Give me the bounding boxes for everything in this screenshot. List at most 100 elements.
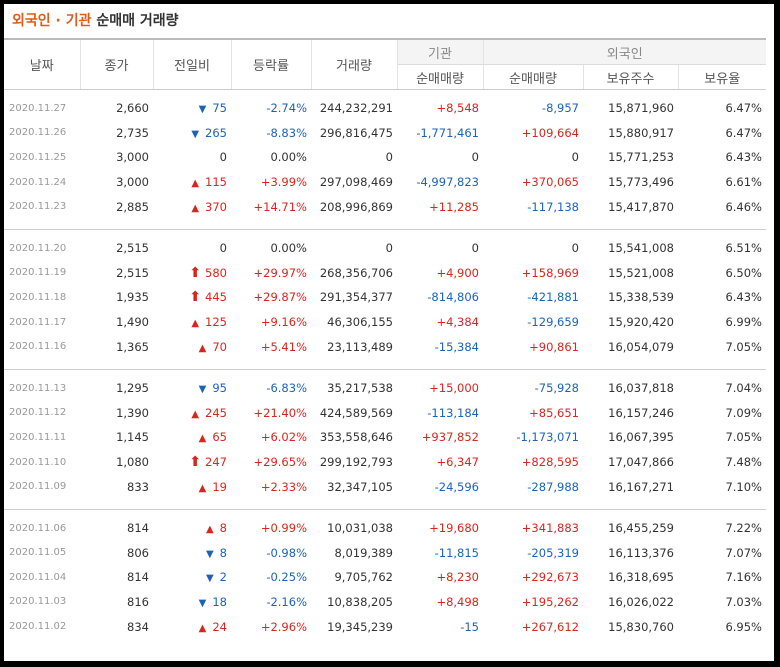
cell-close: 1,295 xyxy=(116,381,149,396)
cell-change: ▲ 24 xyxy=(153,614,231,639)
cell-inst-net: +8,498 xyxy=(436,594,479,609)
table-row: 2020.11.18 1,935 ⬆ 445 +29.87% 291,354,377 -81… xyxy=(4,285,766,310)
change-value: 70 xyxy=(212,339,227,354)
change-value: 265 xyxy=(205,125,227,140)
header-close[interactable]: 종가 xyxy=(80,38,154,90)
header-rate[interactable]: 등락률 xyxy=(231,38,312,90)
cell-inst-net: +8,548 xyxy=(436,101,479,116)
change-value: 95 xyxy=(212,381,227,396)
up-arrow-icon: ▲ xyxy=(198,482,207,494)
cell-rate: -0.25% xyxy=(266,570,307,585)
down-arrow-icon: ▼ xyxy=(198,384,207,396)
header-date[interactable]: 날짜 xyxy=(4,38,81,90)
cell-foreign-net: -205,319 xyxy=(527,545,579,560)
cell-rate: +2.96% xyxy=(260,619,307,634)
cell-ratio: 6.47% xyxy=(725,101,762,116)
header-foreign-group: 외국인 xyxy=(483,38,766,65)
table-row: 2020.11.11 1,145 ▲ 65 +6.02% 353,558,646 +937,… xyxy=(4,425,766,450)
cell-date: 2020.11.16 xyxy=(9,341,67,353)
cell-ratio: 7.07% xyxy=(725,545,762,560)
cell-volume: 0 xyxy=(385,241,393,256)
cell-change: ▲ 19 xyxy=(153,474,231,499)
change-value: 8 xyxy=(219,545,227,560)
cell-inst-net: -113,184 xyxy=(427,405,479,420)
header-volume[interactable]: 거래량 xyxy=(311,38,398,90)
change-value: 0 xyxy=(219,241,227,256)
cell-inst-net: -11,815 xyxy=(434,545,479,560)
cell-close: 814 xyxy=(127,570,149,585)
cell-ratio: 6.51% xyxy=(725,241,762,256)
cell-holdings: 15,417,870 xyxy=(608,199,674,214)
cell-foreign-net: 0 xyxy=(571,241,579,256)
cell-close: 834 xyxy=(127,619,149,634)
cell-close: 1,935 xyxy=(116,290,149,305)
header-inst-net[interactable]: 순매매량 xyxy=(397,64,484,90)
table-row: 2020.11.02 834 ▲ 24 +2.96% 19,345,239 -15 +267,… xyxy=(4,614,766,639)
change-value: 445 xyxy=(205,290,227,305)
cell-volume: 299,192,793 xyxy=(319,455,393,470)
cell-volume: 0 xyxy=(385,150,393,165)
title-sub: 순매매 거래량 xyxy=(96,13,179,29)
cell-inst-net: +937,852 xyxy=(421,430,479,445)
cell-date: 2020.11.05 xyxy=(9,547,67,559)
cell-volume: 10,838,205 xyxy=(327,594,393,609)
cell-change: ▲ 370 xyxy=(153,194,231,219)
header-inst-group: 기관 xyxy=(397,38,484,65)
cell-rate: -0.98% xyxy=(266,545,307,560)
cell-foreign-net: 0 xyxy=(571,150,579,165)
cell-holdings: 15,771,253 xyxy=(608,150,674,165)
cell-change: ⬆ 247 xyxy=(153,450,231,475)
cell-date: 2020.11.13 xyxy=(9,382,67,394)
cell-holdings: 16,167,271 xyxy=(608,479,674,494)
change-value: 370 xyxy=(205,199,227,214)
cell-ratio: 7.48% xyxy=(725,455,762,470)
cell-volume: 297,098,469 xyxy=(319,175,393,190)
cell-holdings: 16,455,259 xyxy=(608,521,674,536)
cell-holdings: 15,773,496 xyxy=(608,175,674,190)
header-ratio[interactable]: 보유율 xyxy=(678,64,766,90)
cell-ratio: 6.47% xyxy=(725,125,762,140)
header-holdings[interactable]: 보유주수 xyxy=(583,64,679,90)
table-row: 2020.11.10 1,080 ⬆ 247 +29.65% 299,192,793 +6,… xyxy=(4,450,766,475)
cell-holdings: 16,157,246 xyxy=(608,405,674,420)
cell-date: 2020.11.11 xyxy=(9,431,67,443)
cell-foreign-net: +828,595 xyxy=(521,455,579,470)
cell-close: 816 xyxy=(127,594,149,609)
cell-inst-net: -15 xyxy=(460,619,479,634)
trading-panel: 외국인 · 기관 순매매 거래량 날짜 종가 전일비 등락률 거래량 기관 외국… xyxy=(4,4,774,661)
change-value: 75 xyxy=(212,101,227,116)
change-value: 19 xyxy=(212,479,227,494)
change-value: 0 xyxy=(219,150,227,165)
cell-foreign-net: +370,065 xyxy=(521,175,579,190)
change-value: 18 xyxy=(212,594,227,609)
change-value: 65 xyxy=(212,430,227,445)
table-row: 2020.11.06 814 ▲ 8 +0.99% 10,031,038 +19,680 +3… xyxy=(4,516,766,541)
table-row: 2020.11.27 2,660 ▼ 75 -2.74% 244,232,291 +8,54… xyxy=(4,96,766,121)
cell-ratio: 7.03% xyxy=(725,594,762,609)
cell-foreign-net: -129,659 xyxy=(527,315,579,330)
header-foreign-net[interactable]: 순매매량 xyxy=(483,64,584,90)
cell-rate: 0.00% xyxy=(270,150,307,165)
table-row: 2020.11.25 3,000 0 0.00% 0 0 0 15,771,253 6.43% xyxy=(4,145,766,170)
cell-inst-net: +19,680 xyxy=(429,521,479,536)
cell-rate: -2.16% xyxy=(266,594,307,609)
cell-foreign-net: -1,173,071 xyxy=(516,430,579,445)
cell-holdings: 15,521,008 xyxy=(608,265,674,280)
cell-rate: -8.83% xyxy=(266,125,307,140)
cell-foreign-net: +109,664 xyxy=(521,125,579,140)
table-row: 2020.11.16 1,365 ▲ 70 +5.41% 23,113,489 -15,38… xyxy=(4,334,766,359)
cell-holdings: 16,054,079 xyxy=(608,339,674,354)
cell-date: 2020.11.17 xyxy=(9,316,67,328)
header-change[interactable]: 전일비 xyxy=(153,38,232,90)
cell-close: 1,365 xyxy=(116,339,149,354)
cell-volume: 9,705,762 xyxy=(334,570,393,585)
cell-rate: +6.02% xyxy=(260,430,307,445)
cell-date: 2020.11.04 xyxy=(9,571,67,583)
change-value: 125 xyxy=(205,315,227,330)
cell-rate: +2.33% xyxy=(260,479,307,494)
cell-volume: 424,589,569 xyxy=(319,405,393,420)
cell-date: 2020.11.24 xyxy=(9,176,67,188)
cell-rate: +9.16% xyxy=(260,315,307,330)
cell-holdings: 16,037,818 xyxy=(608,381,674,396)
cell-foreign-net: -75,928 xyxy=(534,381,579,396)
